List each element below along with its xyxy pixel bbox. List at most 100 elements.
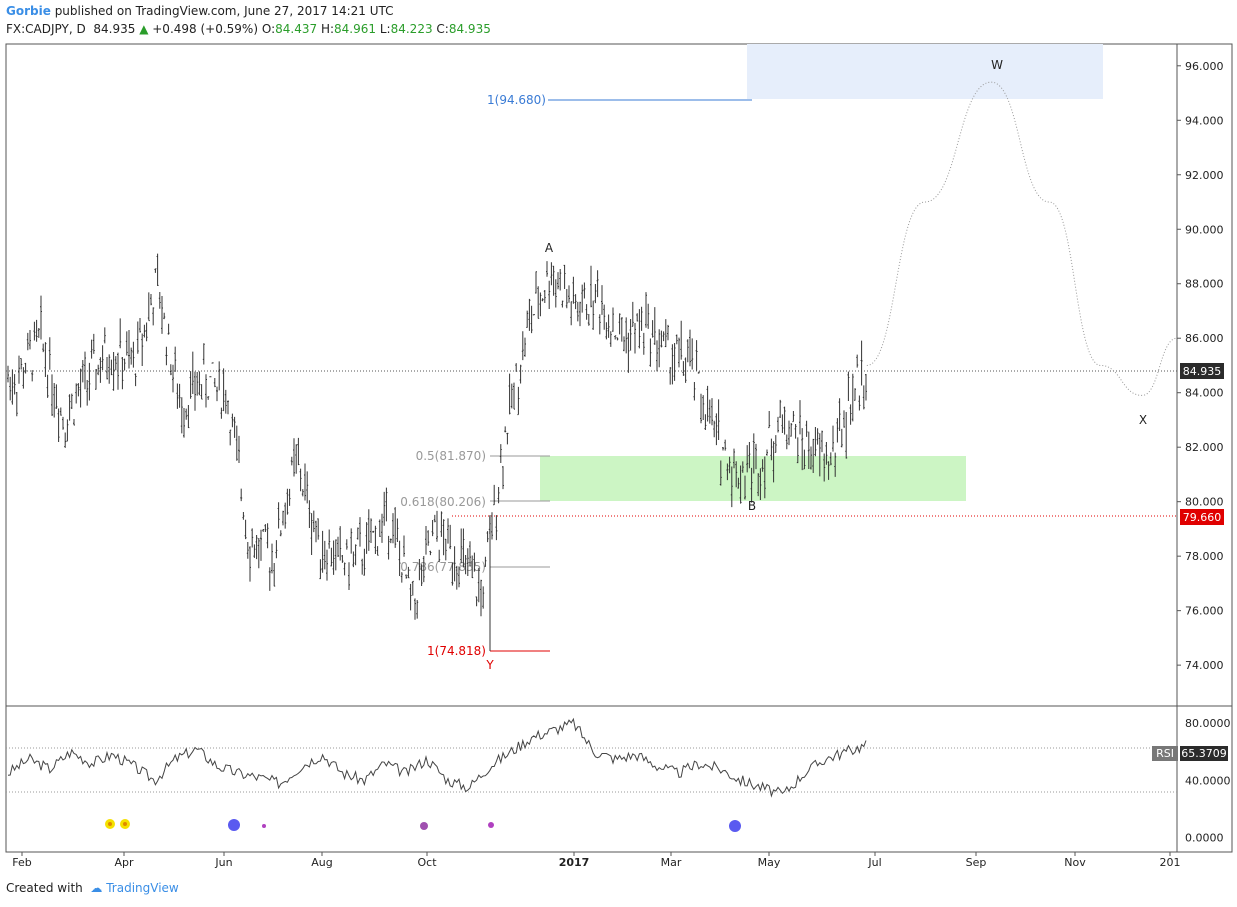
ohlc-bar [409, 583, 412, 611]
ohlc-bar [90, 339, 93, 359]
ohlc-bar [123, 358, 126, 371]
ohlc-bar [436, 510, 438, 542]
ohlc-bar [400, 572, 403, 583]
wave-label-w: W [991, 58, 1003, 72]
ohlc-bar [84, 351, 86, 390]
ohlc-bar [121, 357, 124, 390]
ohlc-bar [502, 466, 504, 490]
ohlc-bar [253, 544, 256, 558]
price-axis: 74.000 76.000 78.000 80.000 82.000 84.000 86.0… [1177, 60, 1224, 672]
ohlc-bar [528, 298, 531, 331]
ohlc-bar [403, 535, 405, 557]
ohlc-bar [845, 411, 848, 459]
ohlc-bar [726, 463, 729, 481]
event-marker-core [123, 822, 127, 826]
ohlc-bar [33, 321, 36, 341]
ohlc-bar [849, 404, 852, 425]
ohlc-bar [838, 398, 841, 431]
ohlc-bar [618, 313, 621, 335]
ohlc-bar [97, 364, 100, 376]
ohlc-bar [508, 373, 511, 415]
ohlc-bar [627, 332, 630, 373]
ohlc-bar [713, 420, 716, 438]
published-text: published on TradingView.com, June 27, 2… [54, 4, 394, 18]
ohlc-bar [653, 307, 656, 345]
time-axis-label: Jun [214, 856, 232, 869]
price-axis-label: 90.000 [1185, 223, 1224, 236]
ohlc-bar [374, 525, 377, 554]
ohlc-bar [453, 546, 456, 582]
ohlc-bar [693, 382, 696, 401]
ohlc-bar [856, 354, 859, 368]
current-price-badge [1180, 363, 1224, 379]
ohlc-bar [785, 434, 788, 450]
ohlc-bar [143, 324, 146, 338]
ohlc-bar [299, 468, 302, 492]
ohlc-bar [475, 596, 478, 607]
ohlc-bar [585, 304, 588, 320]
ohlc-bar [266, 523, 269, 549]
event-marker[interactable] [420, 822, 428, 830]
ohlc-bar [147, 292, 150, 322]
ohlc-bar [722, 447, 724, 451]
ohlc-bar [330, 547, 333, 567]
event-marker[interactable] [262, 824, 266, 828]
fib-label-1-upper: 1(94.680) [487, 93, 546, 107]
ohlc-bar [59, 407, 62, 416]
ohlc-bar [125, 331, 128, 356]
price-axis-label: 92.000 [1185, 169, 1224, 182]
ohlc-bar [739, 465, 742, 504]
ohlc-bar [202, 343, 205, 365]
ohlc-bar [829, 452, 832, 466]
ohlc-bar [31, 370, 34, 382]
ohlc-bar [761, 459, 764, 472]
ohlc-bar [708, 399, 711, 424]
price-axis-label: 80.000 [1185, 496, 1224, 509]
ohlc-bar [156, 253, 159, 287]
ohlc-bar [361, 558, 364, 575]
ohlc-bar [222, 368, 225, 412]
ohlc-bar [812, 438, 815, 474]
ohlc-bar [92, 333, 95, 354]
red-price-badge [1180, 509, 1224, 525]
chart-publish-header: Gorbie published on TradingView.com, Jun… [6, 4, 394, 18]
ohlc-bar [774, 435, 777, 453]
ohlc-bar [20, 358, 23, 370]
event-marker[interactable] [729, 820, 741, 832]
price-axis-label: 88.000 [1185, 278, 1224, 291]
ohlc-bar [779, 399, 782, 419]
ohlc-bar [865, 373, 867, 401]
created-with-text: Created with [6, 881, 83, 895]
ohlc-bar [790, 422, 793, 437]
ohlc-bar [383, 491, 386, 526]
ohlc-bar [537, 286, 540, 319]
ohlc-bar [231, 413, 234, 428]
tradingview-brand-link[interactable]: TradingView [106, 881, 179, 895]
ohlc-bar [471, 555, 474, 579]
ohlc-bar [7, 365, 9, 383]
ohlc-bar [407, 566, 410, 579]
ohlc-bar [57, 408, 60, 443]
time-axis-label: Oct [417, 856, 437, 869]
ohlc-bar [579, 301, 581, 327]
ohlc-bar [750, 467, 753, 503]
ohlc-bar [255, 535, 258, 560]
ohlc-bar [587, 313, 590, 326]
wave-label-b: B [748, 499, 756, 513]
author-name[interactable]: Gorbie [6, 4, 51, 18]
ohlc-bar [174, 346, 177, 372]
ohlc-bar [158, 292, 161, 309]
event-marker[interactable] [488, 822, 494, 828]
ohlc-bar [477, 567, 480, 603]
ohlc-bar [638, 309, 641, 349]
fib-label-0.786: 0.786(77.835) [400, 560, 486, 574]
event-marker[interactable] [228, 819, 240, 831]
ohlc-bar [262, 528, 265, 532]
ohlc-bar [719, 460, 722, 486]
ohlc-bar [515, 363, 518, 372]
ohlc-bar [145, 322, 148, 342]
green-support-zone [540, 456, 966, 501]
ohlc-bar [570, 301, 573, 326]
ohlc-bar [678, 337, 680, 368]
